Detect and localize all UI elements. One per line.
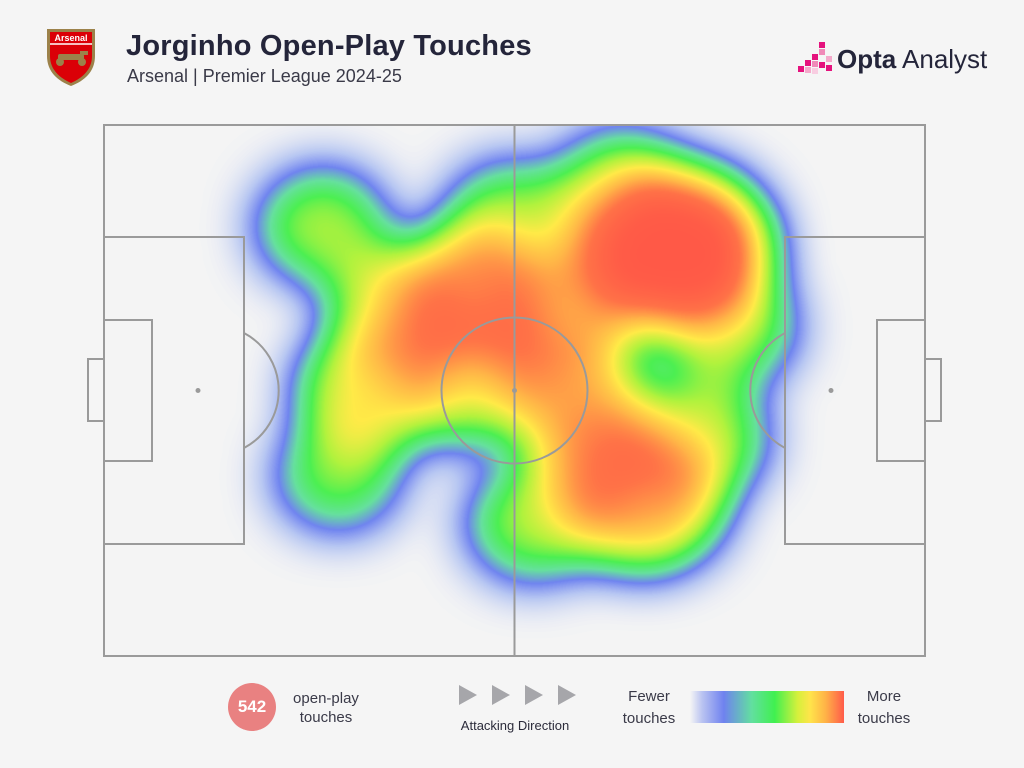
pitch-heatmap bbox=[87, 124, 942, 657]
right-penalty-spot bbox=[828, 388, 834, 393]
scale-high-label: More touches bbox=[857, 688, 911, 727]
direction-arrow-icon bbox=[558, 685, 576, 705]
centre-spot bbox=[512, 388, 517, 393]
direction-arrow-icon bbox=[492, 685, 510, 705]
left-penalty-spot bbox=[195, 388, 201, 393]
brand-name-regular: Analyst bbox=[896, 44, 988, 74]
right-goal bbox=[924, 358, 942, 422]
touch-count-badge: 542 bbox=[228, 683, 276, 731]
heat-hotspot bbox=[444, 161, 577, 276]
heat-hotspot bbox=[329, 250, 473, 375]
left-goal bbox=[87, 358, 105, 422]
left-penalty-arc bbox=[243, 332, 280, 449]
touch-count-label: open-play touches bbox=[293, 690, 359, 726]
crest-text: Arsenal bbox=[54, 33, 87, 43]
right-penalty-arc bbox=[749, 332, 786, 449]
legend: 542 open-play touches Attacking Directio… bbox=[0, 676, 1024, 746]
centre-circle bbox=[440, 316, 589, 465]
heat-hotspot bbox=[662, 270, 797, 387]
scale-low-label: Fewer touches bbox=[622, 688, 676, 727]
heat-hotspot bbox=[553, 129, 687, 246]
brand-name: Opta Analyst bbox=[837, 44, 987, 75]
direction-arrow-icon bbox=[459, 685, 477, 705]
heat-hotspot bbox=[483, 256, 632, 385]
arsenal-crest-icon: Arsenal bbox=[47, 29, 95, 86]
page-title: Jorginho Open-Play Touches bbox=[126, 30, 532, 62]
page-subtitle: Arsenal | Premier League 2024-25 bbox=[127, 66, 402, 86]
attacking-direction-arrows bbox=[459, 685, 576, 705]
heat-hotspot bbox=[275, 421, 402, 532]
opta-bars-icon bbox=[798, 42, 832, 74]
brand-name-bold: Opta bbox=[837, 44, 897, 74]
heatmap-layer bbox=[256, 129, 797, 582]
heat-hotspot bbox=[256, 168, 390, 285]
direction-arrow-icon bbox=[525, 685, 543, 705]
opta-analyst-logo: Opta Analyst bbox=[798, 40, 988, 78]
heat-hotspot bbox=[629, 377, 768, 498]
heat-scale-bar bbox=[690, 691, 844, 723]
attacking-direction-label: Attacking Direction bbox=[460, 718, 570, 733]
heat-hotspot bbox=[467, 465, 601, 582]
